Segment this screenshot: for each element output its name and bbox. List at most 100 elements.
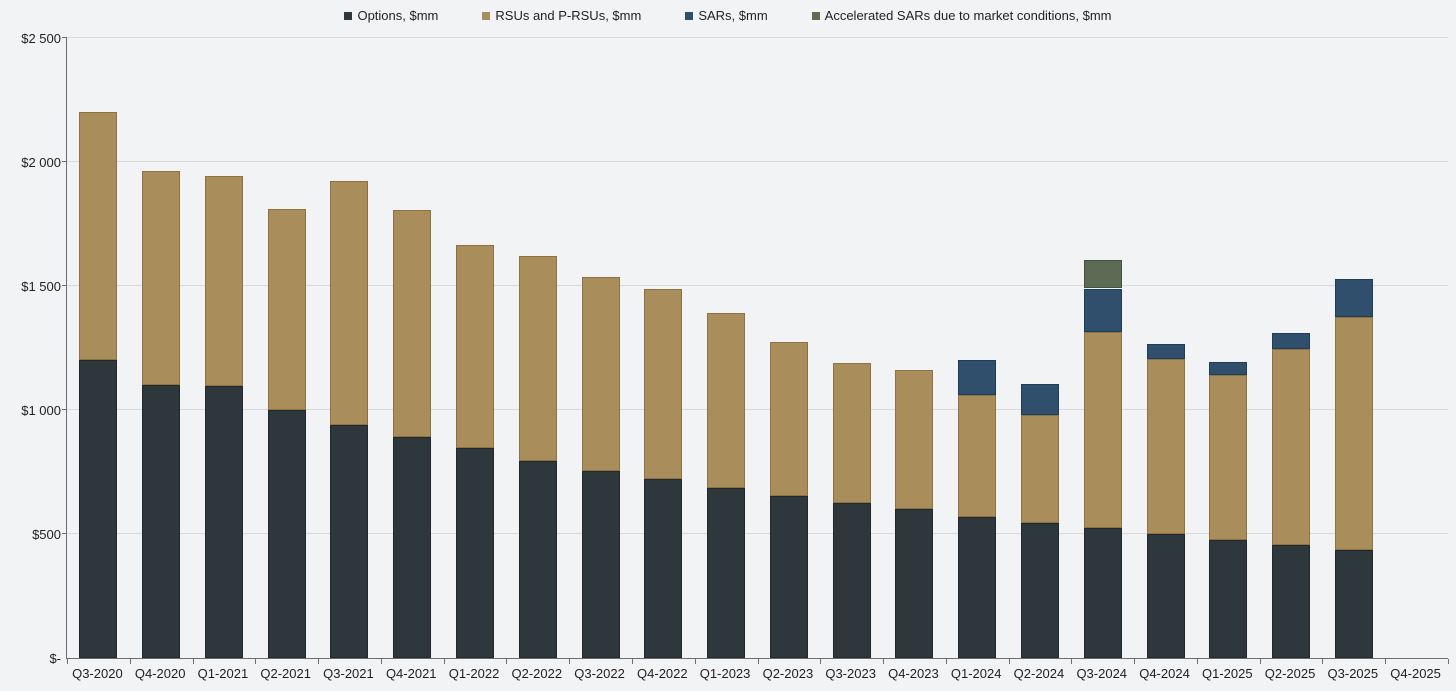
bar-segment-rsus-Q3-2023 [832,362,871,503]
bar-segment-sars-Q1-2024 [958,360,997,396]
bar-segment-rsus-Q4-2024 [1146,359,1185,534]
gridline-1000 [67,409,1448,410]
x-axis-tick [883,659,884,664]
bar-segment-rsus-Q3-2020 [79,112,118,361]
x-axis-tick [569,659,570,664]
x-axis-label-Q4-2024: Q4-2024 [1139,666,1190,681]
x-axis-label-Q4-2022: Q4-2022 [637,666,688,681]
bar-segment-rsus-Q3-2022 [581,277,620,471]
bar-segment-rsus-Q4-2020 [142,170,181,386]
bar-segment-rsus-Q4-2022 [644,288,683,480]
y-axis-label-1000: $1 000 [21,403,61,418]
x-axis-label-Q2-2022: Q2-2022 [511,666,563,681]
plot-area [62,37,1449,664]
bar-segment-rsus-Q1-2023 [707,313,746,489]
y-axis-label-2000: $2 000 [21,155,61,170]
x-axis-label-Q2-2021: Q2-2021 [260,666,311,681]
bar-segment-options-Q1-2023 [707,488,746,658]
legend-label-sars: SARs, $mm [698,8,768,23]
bar-segment-options-Q4-2021 [393,437,432,658]
x-axis-tick [820,659,821,664]
x-axis-label-Q3-2025: Q3-2025 [1327,666,1379,681]
x-axis-tick [67,659,68,664]
x-axis-label-Q1-2025: Q1-2025 [1201,666,1253,681]
bar-segment-options-Q3-2021 [330,424,369,658]
bar-segment-sars-Q3-2024 [1083,288,1122,332]
legend-label-rsus: RSUs and P-RSUs, $mm [495,8,642,23]
bar-segment-sars-Q2-2024 [1020,383,1059,415]
bar-segment-options-Q2-2023 [769,495,808,658]
y-axis-tick [62,533,67,534]
legend-swatch-rsus [482,11,491,20]
bar-segment-options-Q1-2022 [456,448,495,658]
bar-segment-options-Q4-2023 [895,509,934,658]
x-axis-label-Q3-2022: Q3-2022 [574,666,625,681]
bar-segment-rsus-Q3-2025 [1334,317,1373,551]
gridline-2000 [67,161,1448,162]
bar-segment-sars-Q3-2025 [1334,278,1373,317]
gridline-1500 [67,285,1448,286]
x-axis-label-Q1-2023: Q1-2023 [699,666,751,681]
x-axis-tick [444,659,445,664]
x-axis-label-Q3-2024: Q3-2024 [1076,666,1128,681]
x-axis-label-Q4-2020: Q4-2020 [134,666,186,681]
legend-item-accel: Accelerated SARs due to market condition… [811,8,1112,23]
x-axis-tick [130,659,131,664]
bar-segment-options-Q1-2021 [204,386,243,658]
bar-segment-options-Q4-2020 [142,385,181,658]
x-axis-tick [1448,659,1449,664]
bar-segment-options-Q2-2022 [518,460,557,658]
bar-segment-rsus-Q2-2024 [1020,414,1059,523]
legend-item-options: Options, $mm [344,8,438,23]
bar-segment-options-Q2-2021 [267,410,306,658]
bar-segment-rsus-Q1-2021 [204,175,243,387]
x-axis-tick [506,659,507,664]
bar-segment-options-Q3-2025 [1334,550,1373,658]
y-axis-label-500: $500 [32,527,61,542]
y-axis-tick [62,409,67,410]
x-axis-tick [318,659,319,664]
y-axis-label-0: $- [49,651,61,666]
x-axis-tick [1071,659,1072,664]
x-axis-tick [1197,659,1198,664]
legend-label-options: Options, $mm [357,8,439,23]
x-axis-tick [1134,659,1135,664]
bar-segment-rsus-Q3-2021 [330,180,369,425]
bar-segment-options-Q4-2024 [1146,534,1185,658]
x-axis-label-Q1-2024: Q1-2024 [950,666,1002,681]
bar-segment-sars-Q1-2025 [1209,361,1248,376]
x-axis-tick [1322,659,1323,664]
gridline-2500 [67,37,1448,38]
x-axis-label-Q1-2022: Q1-2022 [448,666,500,681]
bar-segment-options-Q1-2024 [958,516,997,658]
bar-segment-rsus-Q2-2025 [1272,349,1311,546]
y-axis-tick [62,161,67,162]
x-axis-label-Q4-2021: Q4-2021 [385,666,437,681]
bar-segment-rsus-Q1-2025 [1209,375,1248,541]
bar-segment-rsus-Q3-2024 [1083,331,1122,528]
bar-segment-rsus-Q2-2023 [769,341,808,496]
bar-segment-options-Q1-2025 [1209,540,1248,658]
legend-swatch-options [344,11,353,20]
x-axis-tick [193,659,194,664]
x-axis-tick [946,659,947,664]
y-axis-tick [62,37,67,38]
chart-legend: Options, $mm RSUs and P-RSUs, $mm SARs, $m… [0,8,1456,23]
x-axis-tick [758,659,759,664]
bar-segment-sars-Q4-2024 [1146,344,1185,360]
x-axis-tick [1009,659,1010,664]
y-axis-tick [62,285,67,286]
x-axis-tick [381,659,382,664]
x-axis-label-Q3-2020: Q3-2020 [72,666,123,681]
bar-segment-options-Q3-2023 [832,503,871,658]
bar-segment-rsus-Q2-2022 [518,256,557,461]
bar-segment-options-Q3-2024 [1083,527,1122,658]
x-axis-tick [255,659,256,664]
legend-label-accel: Accelerated SARs due to market condition… [824,8,1112,23]
x-axis-label-Q3-2021: Q3-2021 [323,666,374,681]
bar-segment-options-Q2-2025 [1272,545,1311,658]
bar-segment-rsus-Q2-2021 [267,209,306,410]
legend-item-rsus: RSUs and P-RSUs, $mm [482,8,641,23]
legend-item-sars: SARs, $mm [685,8,768,23]
